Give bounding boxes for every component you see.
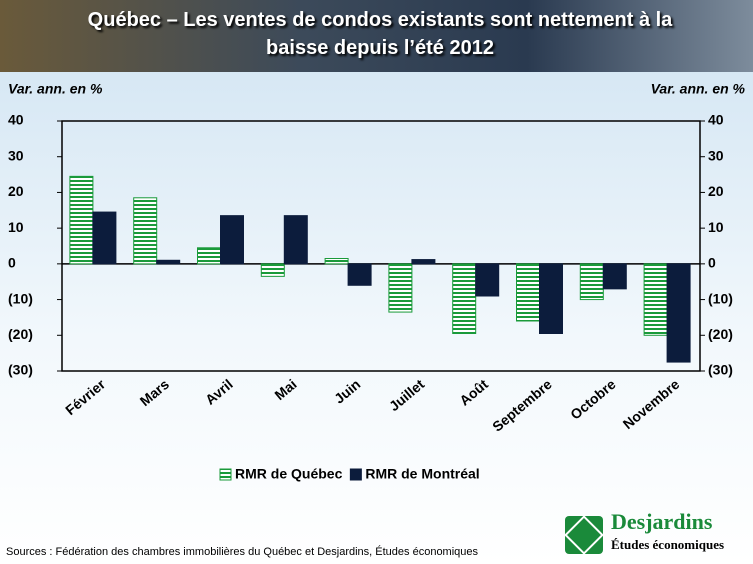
bar bbox=[93, 212, 116, 264]
y2-axis-label: Var. ann. en % bbox=[651, 81, 746, 97]
legend-label: RMR de Montréal bbox=[365, 466, 479, 482]
y2-tick-label: (30) bbox=[708, 362, 733, 378]
brand-subtitle: Études économiques bbox=[611, 537, 724, 552]
x-tick-label: Novembre bbox=[620, 376, 683, 432]
x-tick-label: Septembre bbox=[489, 376, 555, 435]
legend-label: RMR de Québec bbox=[235, 466, 343, 482]
plot-frame bbox=[62, 121, 700, 371]
y-tick-label: (30) bbox=[8, 362, 33, 378]
page: Québec – Les ventes de condos existants … bbox=[0, 0, 753, 564]
bar bbox=[412, 260, 435, 264]
y2-tick-label: (20) bbox=[708, 326, 733, 342]
bar bbox=[540, 264, 563, 334]
x-tick-label: Février bbox=[62, 376, 108, 419]
bar bbox=[476, 264, 499, 296]
y2-tick-label: 30 bbox=[708, 147, 724, 163]
legend-swatch bbox=[350, 469, 361, 480]
y-tick-label: 40 bbox=[8, 112, 24, 128]
bar bbox=[517, 264, 540, 321]
x-tick-label: Octobre bbox=[567, 376, 619, 423]
y2-tick-label: (10) bbox=[708, 290, 733, 306]
chart: Var. ann. en % Var. ann. en % Desjardins… bbox=[0, 0, 753, 564]
bar bbox=[603, 264, 626, 289]
bar bbox=[325, 259, 348, 264]
y2-tick-label: 20 bbox=[708, 183, 724, 199]
source: Sources : Fédération des chambres immobi… bbox=[6, 545, 479, 558]
y-tick-label: 30 bbox=[8, 147, 24, 163]
logo-icon bbox=[565, 516, 603, 554]
x-tick-label: Juin bbox=[331, 376, 363, 407]
x-tick-label: Mai bbox=[271, 376, 299, 403]
y-tick-label: 0 bbox=[8, 255, 16, 271]
y-tick-label: 20 bbox=[8, 183, 24, 199]
x-tick-label: Avril bbox=[202, 376, 236, 408]
y-tick-label: (10) bbox=[8, 290, 33, 306]
y-tick-label: 10 bbox=[8, 219, 24, 235]
y-tick-label: (20) bbox=[8, 326, 33, 342]
brand-name: Desjardins bbox=[611, 509, 713, 534]
bar bbox=[453, 264, 476, 334]
bar bbox=[157, 260, 180, 264]
y2-tick-label: 0 bbox=[708, 255, 716, 271]
bar bbox=[198, 248, 221, 264]
y2-tick-label: 40 bbox=[708, 112, 724, 128]
bar bbox=[70, 176, 93, 264]
bar bbox=[261, 264, 284, 277]
bar bbox=[134, 198, 157, 264]
bar bbox=[221, 216, 244, 264]
y2-tick-label: 10 bbox=[708, 219, 724, 235]
x-tick-label: Juillet bbox=[386, 376, 428, 414]
bar bbox=[667, 264, 690, 362]
bar bbox=[580, 264, 603, 300]
legend-swatch bbox=[220, 469, 231, 480]
y-axis-label: Var. ann. en % bbox=[8, 81, 103, 97]
x-tick-label: Août bbox=[456, 376, 491, 409]
bar bbox=[644, 264, 667, 335]
x-tick-label: Mars bbox=[137, 376, 172, 409]
bar bbox=[348, 264, 371, 285]
bar bbox=[284, 216, 307, 264]
bar bbox=[389, 264, 412, 312]
